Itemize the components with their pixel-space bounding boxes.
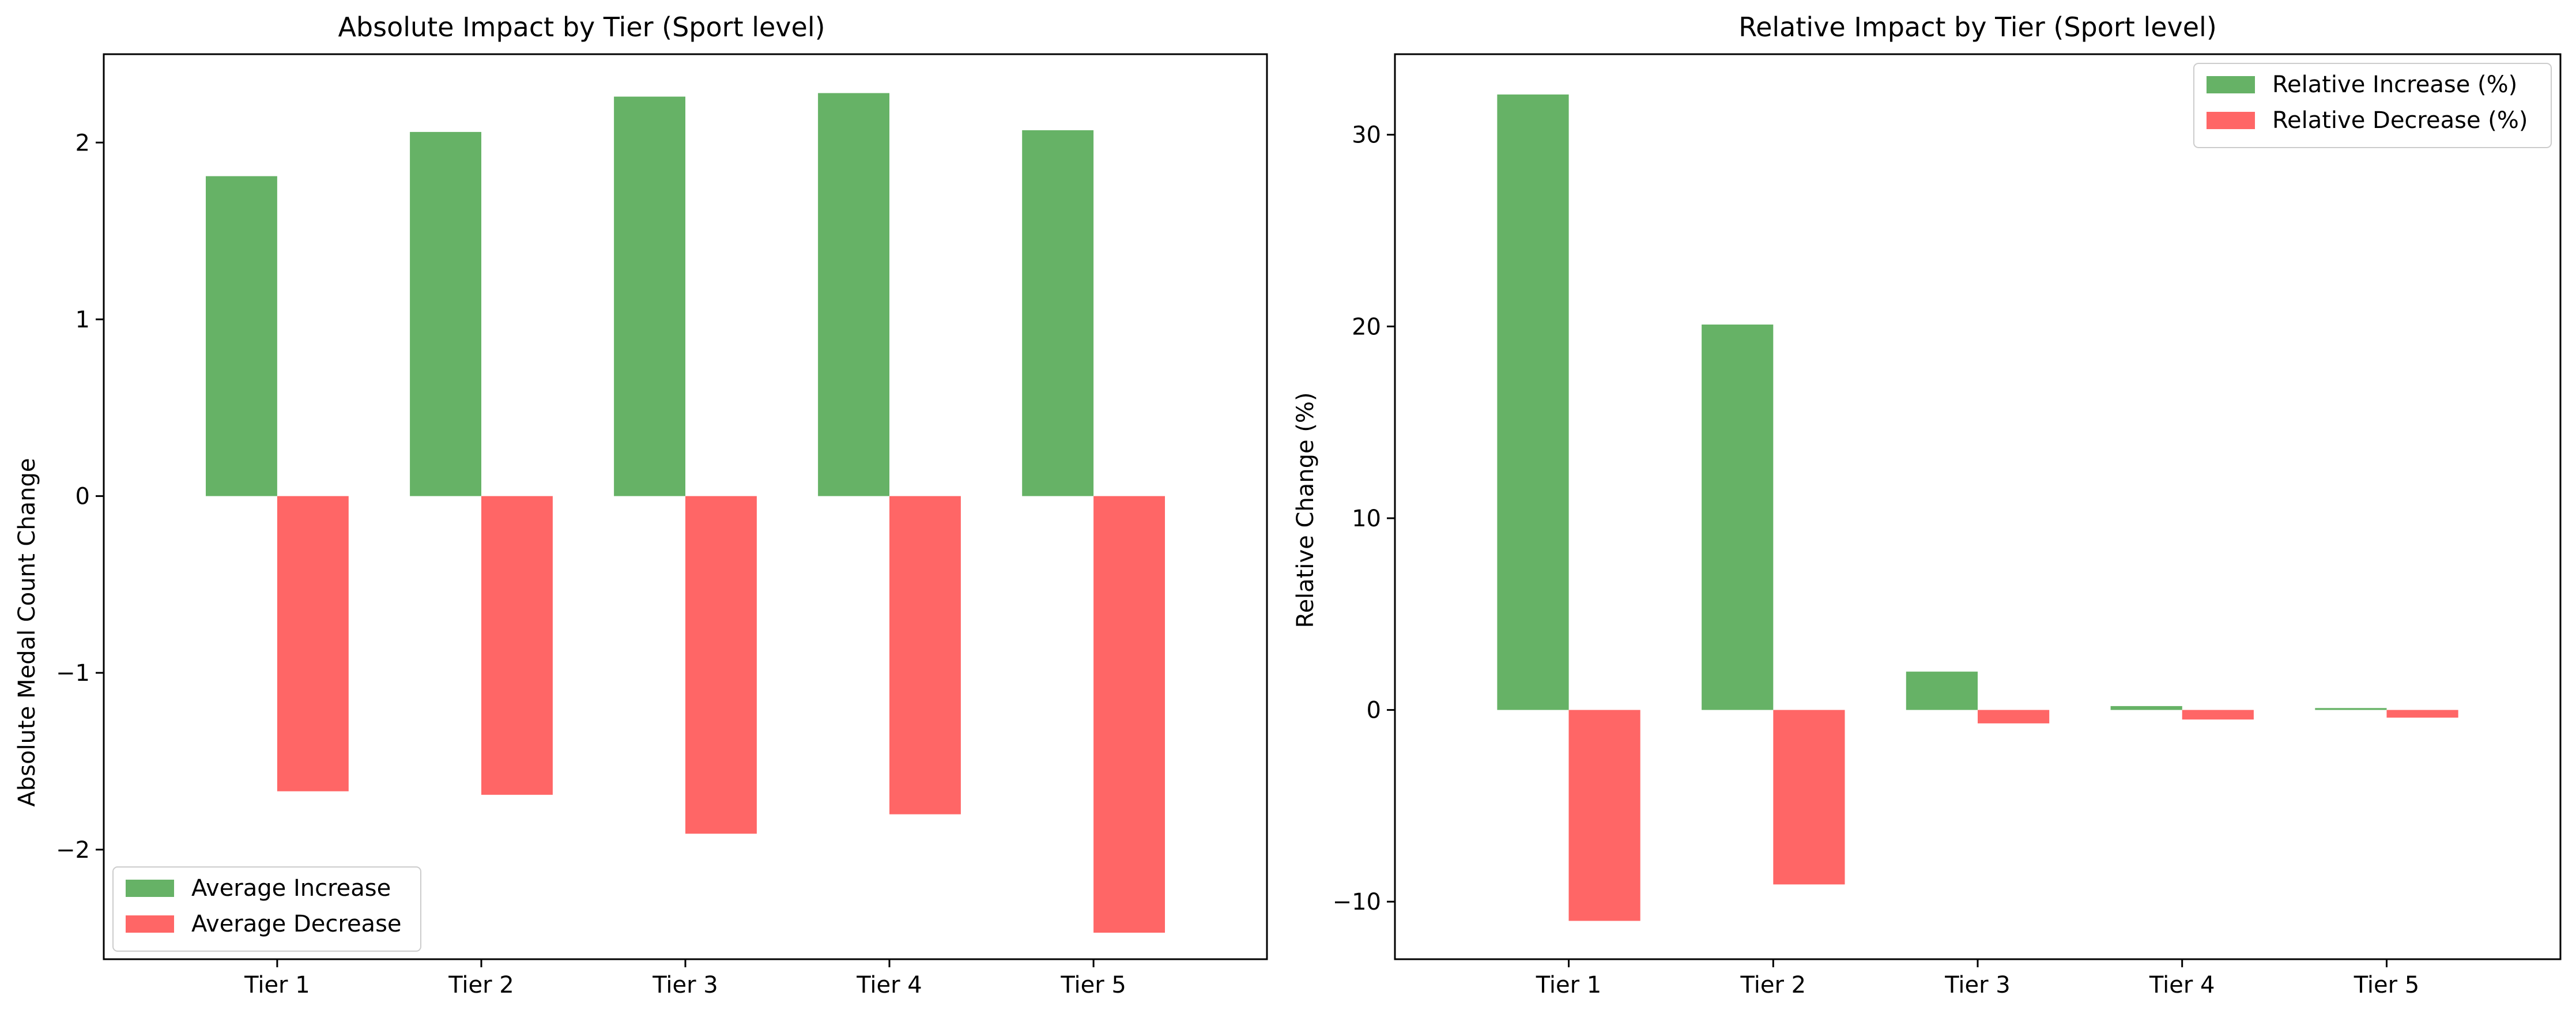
x-tick-label: Tier 4 (2149, 972, 2215, 998)
bar-increase-4 (2110, 706, 2182, 710)
plot-frame (103, 53, 1268, 960)
bar-increase-5 (1022, 130, 1094, 496)
y-tick-label: 20 (1352, 314, 1381, 340)
x-tick-label: Tier 5 (2354, 972, 2420, 998)
x-tick-label: Tier 2 (448, 972, 514, 998)
bar-increase-4 (818, 93, 889, 496)
bar-decrease-4 (2182, 710, 2254, 720)
chart-relative: Relative Impact by Tier (Sport level) Re… (1292, 12, 2562, 998)
legend-box (112, 866, 421, 952)
y-tick-label: 1 (76, 307, 90, 333)
y-tick-label: 10 (1352, 506, 1381, 532)
bar-decrease-1 (277, 496, 349, 791)
bar-decrease-1 (1568, 710, 1640, 921)
bar-decrease-5 (1093, 496, 1165, 933)
y-tick-label: 0 (1367, 697, 1381, 724)
x-tick-label: Tier 2 (1740, 972, 1806, 998)
bar-increase-1 (1497, 94, 1569, 710)
y-tick-label: −1 (56, 660, 90, 687)
bar-decrease-3 (685, 496, 757, 834)
x-tick-label: Tier 1 (244, 972, 310, 998)
bar-increase-2 (410, 131, 481, 496)
bar-increase-1 (206, 176, 277, 496)
bar-decrease-5 (2386, 710, 2458, 718)
plot-area: −2 −1 0 1 2 Tier 1 Tier 2 Tier 3 Tier 4 Tier 5 (56, 93, 1165, 998)
bar-decrease-4 (889, 496, 961, 815)
legend-box (2193, 63, 2552, 148)
legend: Relative Increase (%) Relative Decrease … (2193, 63, 2552, 148)
y-tick-label: 0 (76, 484, 90, 510)
legend-label-increase: Average Increase (191, 875, 391, 902)
bar-decrease-2 (481, 496, 553, 795)
x-tick-label: Tier 3 (652, 972, 718, 998)
bar-increase-3 (614, 96, 685, 496)
y-tick-label: −2 (56, 837, 90, 864)
bar-increase-3 (1906, 672, 1978, 710)
bar-increase-2 (1702, 325, 1774, 710)
bar-increase-5 (2315, 708, 2387, 710)
plot-frame (1394, 53, 2562, 960)
y-axis-label: Absolute Medal Count Change (14, 458, 40, 806)
plot-area: −10 0 10 20 30 Tier 1 Tier 2 Tier 3 Tier 4 Tier 5 (1333, 94, 2458, 998)
chart-title: Relative Impact by Tier (Sport level) (1738, 12, 2217, 43)
legend-label-increase: Relative Increase (%) (2272, 71, 2517, 98)
x-tick-label: Tier 1 (1536, 972, 1602, 998)
y-tick-label: 30 (1352, 122, 1381, 149)
chart-title: Absolute Impact by Tier (Sport level) (338, 12, 825, 43)
legend-swatch-decrease (2207, 112, 2255, 129)
legend-swatch-decrease (126, 915, 174, 933)
bar-decrease-2 (1773, 710, 1845, 885)
y-tick-label: 2 (76, 130, 90, 156)
legend-label-decrease: Average Decrease (191, 911, 402, 937)
legend-swatch-increase (126, 880, 174, 897)
legend: Average Increase Average Decrease (112, 866, 421, 952)
legend-label-decrease: Relative Decrease (%) (2272, 107, 2528, 134)
y-tick-label: −10 (1333, 889, 1381, 915)
x-tick-label: Tier 5 (1060, 972, 1126, 998)
chart-absolute: Absolute Impact by Tier (Sport level) Ab… (14, 12, 1268, 998)
x-tick-label: Tier 4 (856, 972, 922, 998)
legend-swatch-increase (2207, 76, 2255, 93)
bar-decrease-3 (1978, 710, 2050, 723)
y-axis-label: Relative Change (%) (1292, 392, 1319, 628)
x-tick-label: Tier 3 (1944, 972, 2011, 998)
